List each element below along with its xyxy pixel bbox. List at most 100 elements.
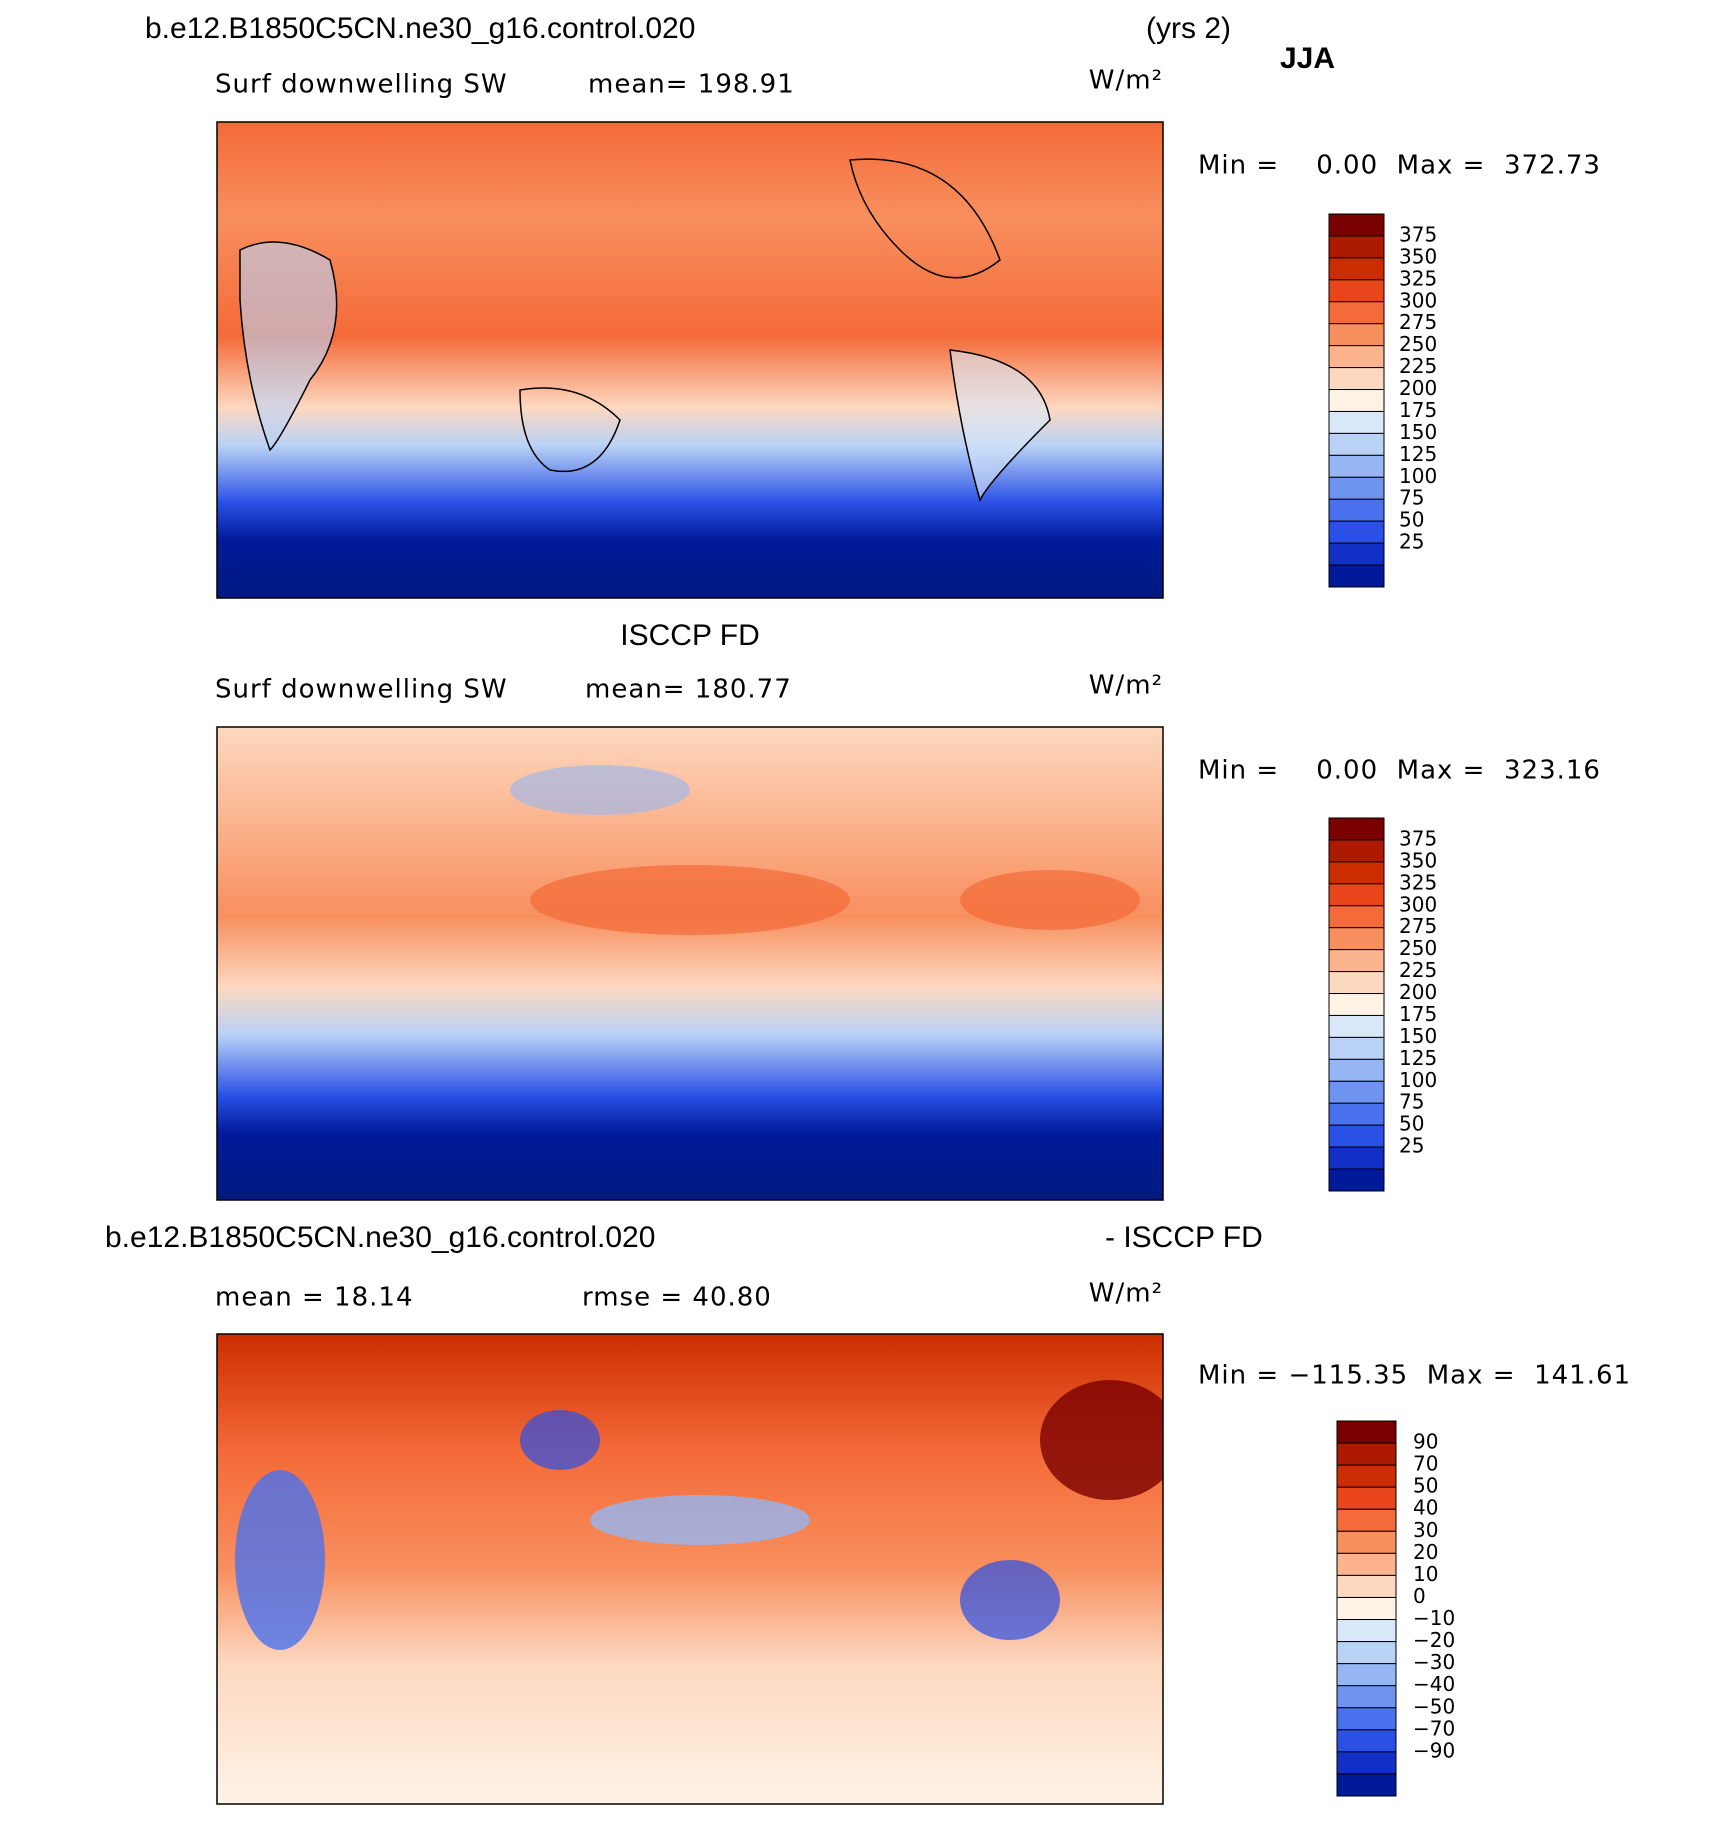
colorbar-label: 50 — [1399, 508, 1424, 532]
colorbar-box — [1336, 1619, 1397, 1643]
colorbar-label: 275 — [1399, 914, 1437, 938]
season: JJA — [1280, 42, 1335, 75]
colorbar-box — [1336, 1729, 1397, 1753]
colorbar-box — [1336, 1663, 1397, 1687]
colorbar-label: 250 — [1399, 936, 1437, 960]
colorbar-label: −50 — [1413, 1694, 1455, 1718]
panel-units: W/m² — [1089, 1279, 1163, 1309]
colorbar-box — [1328, 861, 1385, 885]
colorbar-label: 100 — [1399, 1068, 1437, 1092]
panel-stats: Min = −115.35 Max = 141.61 — [1198, 1361, 1631, 1391]
colorbar-label: 100 — [1399, 464, 1437, 488]
colorbar-box — [1328, 542, 1385, 566]
colorbar-box — [1328, 301, 1385, 325]
colorbar-label: 30 — [1413, 1518, 1438, 1542]
colorbar-box — [1328, 235, 1385, 259]
colorbar-box — [1336, 1574, 1397, 1598]
colorbar-label: −30 — [1413, 1650, 1455, 1674]
colorbar-label: 125 — [1399, 442, 1437, 466]
colorbar-label: 225 — [1399, 354, 1437, 378]
colorbar-box — [1328, 1168, 1385, 1192]
colorbar-box — [1336, 1707, 1397, 1731]
colorbar-box — [1328, 1124, 1385, 1148]
colorbar-box — [1328, 971, 1385, 995]
panel-title: b.e12.B1850C5CN.ne30_g16.control.020 — [105, 1221, 655, 1254]
colorbar-label: 325 — [1399, 266, 1437, 290]
panel-title-right: - ISCCP FD — [1105, 1221, 1263, 1254]
colorbar-box — [1336, 1486, 1397, 1510]
panel-left: Surf downwelling SW — [215, 675, 508, 705]
colorbar-box — [1328, 817, 1385, 841]
panel-stats: Min = 0.00 Max = 372.73 — [1198, 151, 1601, 181]
colorbar-label: −90 — [1413, 1738, 1455, 1762]
colorbar-box — [1328, 279, 1385, 303]
colorbar-label: 75 — [1399, 486, 1424, 510]
colorbar-label: 70 — [1413, 1452, 1438, 1476]
colorbar-box — [1336, 1420, 1397, 1444]
colorbar-box — [1336, 1508, 1397, 1532]
colorbar-label: 150 — [1399, 420, 1437, 444]
colorbar-box — [1328, 476, 1385, 500]
colorbar-label: 125 — [1399, 1046, 1437, 1070]
colorbar-box — [1336, 1641, 1397, 1665]
panel-title: ISCCP FD — [620, 619, 759, 652]
colorbar-box — [1328, 213, 1385, 237]
colorbar-box — [1336, 1530, 1397, 1554]
map-1 — [216, 121, 1164, 599]
colorbar-box — [1328, 839, 1385, 863]
colorbar-box — [1328, 345, 1385, 369]
colorbar-box — [1328, 927, 1385, 951]
colorbar-label: −20 — [1413, 1628, 1455, 1652]
colorbar-box — [1336, 1552, 1397, 1576]
colorbar-box — [1328, 564, 1385, 588]
colorbar-box — [1328, 1014, 1385, 1038]
colorbar-label: 50 — [1413, 1474, 1438, 1498]
colorbar-label: 200 — [1399, 980, 1437, 1004]
colorbar-label: 0 — [1413, 1584, 1426, 1608]
colorbar-box — [1328, 520, 1385, 544]
colorbar-label: 150 — [1399, 1024, 1437, 1048]
panel-left: Surf downwelling SW — [215, 70, 508, 100]
panel-center: rmse = 40.80 — [582, 1283, 772, 1313]
colorbar-box — [1328, 1036, 1385, 1060]
panel-left: mean = 18.14 — [215, 1283, 413, 1313]
colorbar-label: 250 — [1399, 332, 1437, 356]
colorbar-box — [1328, 410, 1385, 434]
colorbar-label: 25 — [1399, 1134, 1424, 1158]
colorbar-label: 300 — [1399, 892, 1437, 916]
colorbar-label: 75 — [1399, 1090, 1424, 1114]
colorbar-label: 25 — [1399, 530, 1424, 554]
colorbar-box — [1336, 1751, 1397, 1775]
panel-units: W/m² — [1089, 66, 1163, 96]
colorbar-box — [1336, 1442, 1397, 1466]
colorbar-box — [1328, 883, 1385, 907]
colorbar-label: 350 — [1399, 244, 1437, 268]
colorbar-box — [1328, 1058, 1385, 1082]
colorbar-box — [1328, 498, 1385, 522]
colorbar-label: 10 — [1413, 1562, 1438, 1586]
panel-center: mean= 180.77 — [585, 675, 792, 705]
map-3 — [216, 1333, 1164, 1805]
colorbar-label: 350 — [1399, 848, 1437, 872]
colorbar-box — [1328, 1080, 1385, 1104]
colorbar-box — [1328, 323, 1385, 347]
colorbar-label: 40 — [1413, 1496, 1438, 1520]
colorbar-box — [1328, 1102, 1385, 1126]
colorbar-label: −70 — [1413, 1716, 1455, 1740]
colorbar-box — [1328, 993, 1385, 1016]
colorbar-label: 375 — [1399, 826, 1437, 850]
colorbar-box — [1328, 432, 1385, 456]
colorbar-box — [1328, 454, 1385, 478]
colorbar-box — [1336, 1596, 1397, 1621]
colorbar-box — [1328, 257, 1385, 281]
colorbar-label: 300 — [1399, 288, 1437, 312]
years: (yrs 2) — [1146, 12, 1231, 45]
colorbar-box — [1328, 367, 1385, 391]
colorbar-box — [1328, 389, 1385, 412]
colorbar-box — [1336, 1773, 1397, 1797]
colorbar-label: 90 — [1413, 1430, 1438, 1454]
case-title: b.e12.B1850C5CN.ne30_g16.control.020 — [145, 12, 695, 45]
colorbar-label: 325 — [1399, 870, 1437, 894]
